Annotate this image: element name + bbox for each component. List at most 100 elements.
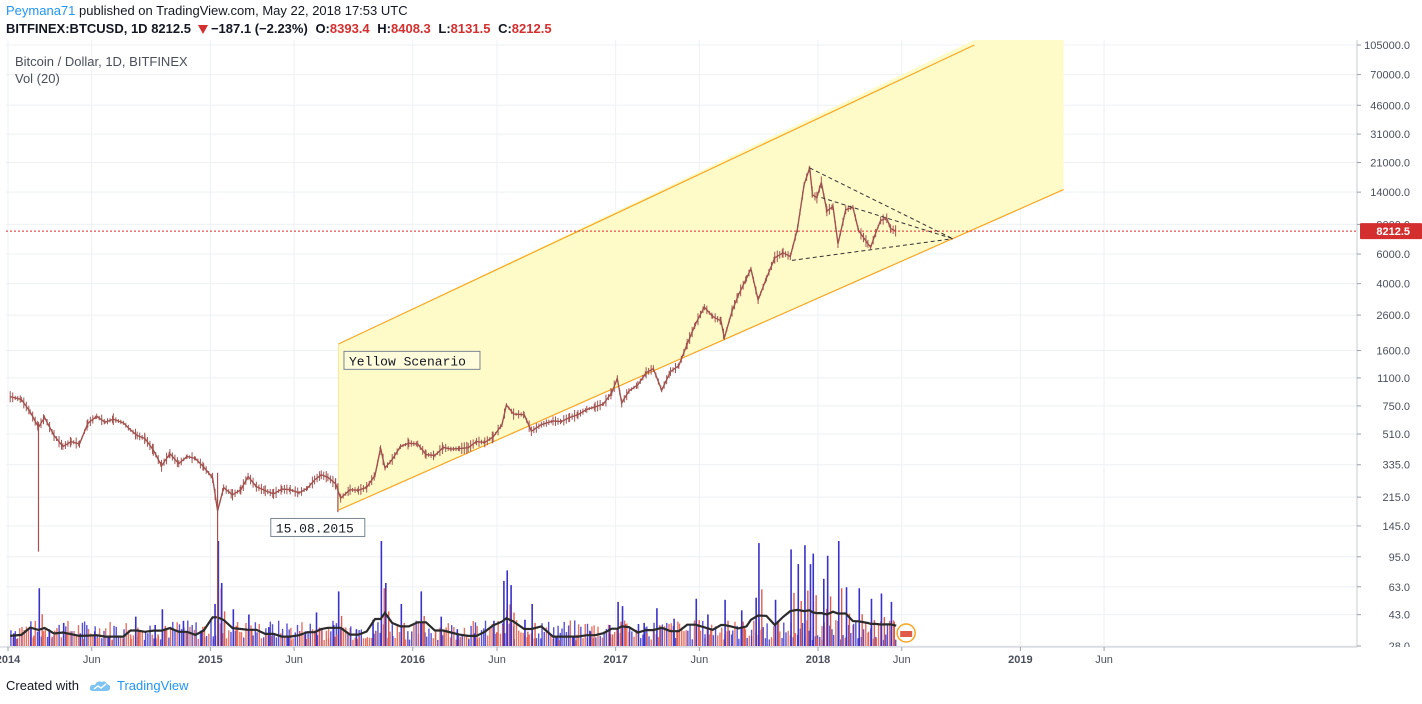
time-tick-label: 2018 — [806, 654, 830, 666]
volume-bar — [239, 631, 241, 646]
volume-bars — [10, 541, 897, 646]
volume-bar — [829, 625, 831, 646]
volume-bar — [354, 637, 356, 646]
volume-bar — [510, 585, 512, 646]
volume-bar — [169, 626, 172, 646]
volume-bar — [430, 633, 432, 646]
volume-bar — [456, 629, 459, 646]
volume-bar — [642, 634, 644, 646]
volume-bar — [844, 637, 846, 646]
volume-bar — [522, 632, 524, 646]
volume-bar — [388, 611, 390, 646]
volume-bar — [383, 588, 385, 646]
time-tick-label: 2016 — [400, 654, 424, 666]
volume-bar — [457, 634, 459, 646]
author-link[interactable]: Peymana71 — [6, 3, 76, 18]
volume-bar — [69, 631, 71, 646]
price-tick-label: 750.0 — [1382, 401, 1410, 413]
volume-bar — [327, 627, 330, 646]
volume-bar — [773, 626, 775, 646]
volume-bar — [309, 623, 311, 646]
volume-bar — [478, 637, 481, 646]
volume-bar — [284, 637, 286, 646]
volume-bar — [537, 633, 540, 646]
volume-bar — [362, 638, 365, 646]
volume-bar — [137, 629, 140, 646]
volume-bar — [163, 629, 166, 646]
volume-bar — [707, 614, 709, 646]
volume-bar — [155, 638, 157, 646]
volume-bar — [83, 621, 86, 646]
volume-bar — [886, 623, 889, 646]
volume-bar — [484, 620, 487, 646]
time-tick-label: Jun — [285, 654, 303, 666]
volume-bar — [646, 633, 648, 646]
volume-bar — [794, 633, 797, 646]
triangle-line-mid — [821, 197, 953, 240]
volume-bar — [439, 627, 441, 646]
volume-bar — [380, 541, 383, 646]
volume-bar — [862, 629, 865, 646]
volume-bar — [273, 634, 275, 646]
volume-bar — [493, 620, 495, 646]
volume-bar — [141, 630, 143, 646]
open-value: 8393.4 — [329, 21, 370, 36]
tradingview-link[interactable]: TradingView — [116, 678, 189, 693]
volume-bar — [417, 621, 420, 646]
volume-bar — [236, 621, 239, 646]
channel-upper-line — [338, 44, 975, 345]
volume-bar — [698, 620, 700, 646]
volume-bar — [149, 625, 151, 646]
volume-bar — [799, 628, 802, 646]
volume-bar — [746, 637, 748, 646]
volume-bar — [819, 636, 821, 646]
volume-bar — [178, 624, 181, 646]
volume-bar — [254, 622, 257, 646]
grid-lines — [6, 40, 1357, 647]
volume-bar — [79, 633, 82, 646]
volume-bar — [545, 627, 548, 646]
volume-bar — [280, 633, 282, 646]
volume-bar — [678, 623, 681, 646]
volume-bar — [724, 599, 726, 646]
volume-bar — [307, 637, 310, 646]
volume-bar — [161, 609, 164, 646]
volume-bar — [119, 636, 122, 646]
volume-bar — [744, 629, 747, 646]
volume-bar — [327, 638, 330, 646]
volume-bar — [305, 638, 308, 646]
volume-bar — [601, 637, 604, 646]
volume-bar — [821, 626, 823, 646]
volume-bar — [205, 635, 208, 646]
volume-bar — [892, 620, 895, 646]
volume-bar — [474, 622, 477, 646]
volume-bar — [402, 625, 405, 646]
volume-bar — [742, 621, 744, 646]
volume-bar — [19, 628, 21, 646]
volume-bar — [848, 613, 851, 646]
price-chart[interactable]: Yellow Scenario 15.08.2015 105000.0 70000.0… — [0, 40, 1422, 668]
volume-bar — [480, 629, 483, 646]
volume-bar — [316, 635, 319, 646]
volume-bar — [286, 623, 288, 646]
volume-bar — [33, 635, 35, 646]
volume-bar — [491, 624, 493, 646]
volume-bar — [330, 631, 332, 646]
volume-bar — [453, 626, 455, 646]
volume-bar — [661, 624, 664, 646]
volume-bar — [44, 629, 46, 646]
volume-bar — [777, 620, 780, 646]
volume-bar — [58, 624, 60, 646]
volume-bar — [314, 630, 316, 646]
volume-bar — [895, 639, 897, 646]
volume-bar — [513, 612, 515, 646]
volume-bar — [611, 634, 614, 646]
volume-bar — [225, 638, 228, 646]
volume-bar — [734, 621, 736, 646]
volume-bar — [15, 639, 18, 646]
volume-bar — [831, 629, 833, 646]
time-tick-label: Jun — [690, 654, 708, 666]
volume-bar — [360, 629, 362, 646]
volume-bar — [597, 626, 599, 646]
volume-bar — [499, 633, 502, 646]
